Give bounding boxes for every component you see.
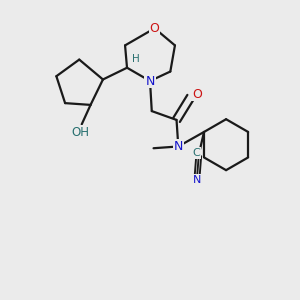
Text: N: N [174, 140, 183, 153]
Text: O: O [192, 88, 202, 100]
Text: H: H [132, 54, 140, 64]
Text: OH: OH [71, 126, 89, 139]
Text: O: O [150, 22, 160, 35]
Text: N: N [193, 175, 202, 185]
Text: N: N [145, 74, 155, 88]
Text: C: C [192, 148, 200, 158]
